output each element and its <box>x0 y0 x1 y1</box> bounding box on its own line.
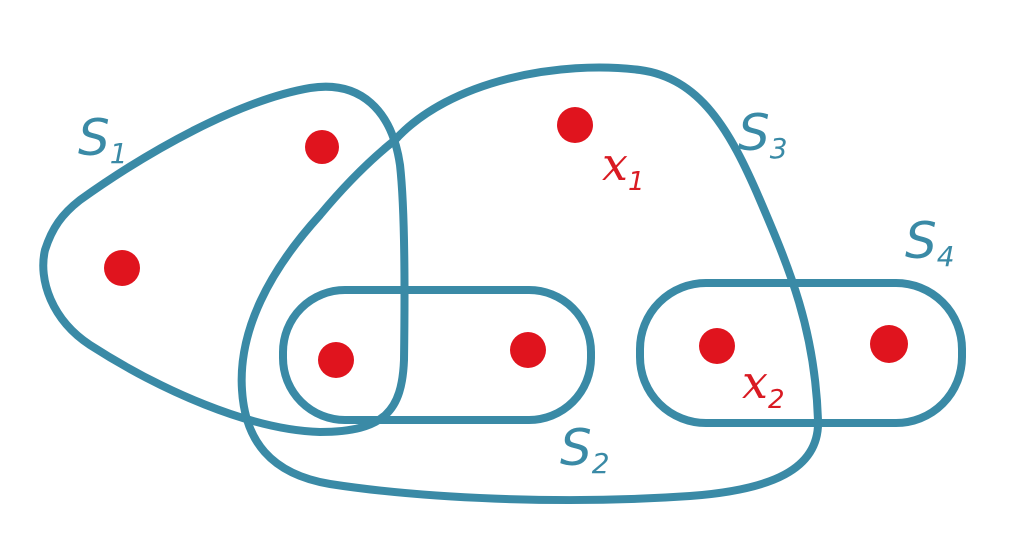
set-s3-outline <box>237 63 823 505</box>
set-s1-outline <box>39 82 409 436</box>
set-s2-label: S2 <box>560 419 610 480</box>
point-x2 <box>699 328 735 364</box>
point-x2-label: x2 <box>742 355 785 415</box>
set-s2-outline <box>279 286 595 424</box>
point-p2 <box>104 250 140 286</box>
set-s1-label: S1 <box>78 109 128 170</box>
set-s3-label: S3 <box>738 104 788 165</box>
point-x1-label: x1 <box>602 137 645 197</box>
point-p7 <box>870 325 908 363</box>
point-x1 <box>557 107 593 143</box>
set-s4-label: S4 <box>905 212 955 273</box>
point-p1 <box>305 130 339 164</box>
point-p4 <box>510 332 546 368</box>
set-s4-outline <box>636 279 966 427</box>
point-p3 <box>318 342 354 378</box>
